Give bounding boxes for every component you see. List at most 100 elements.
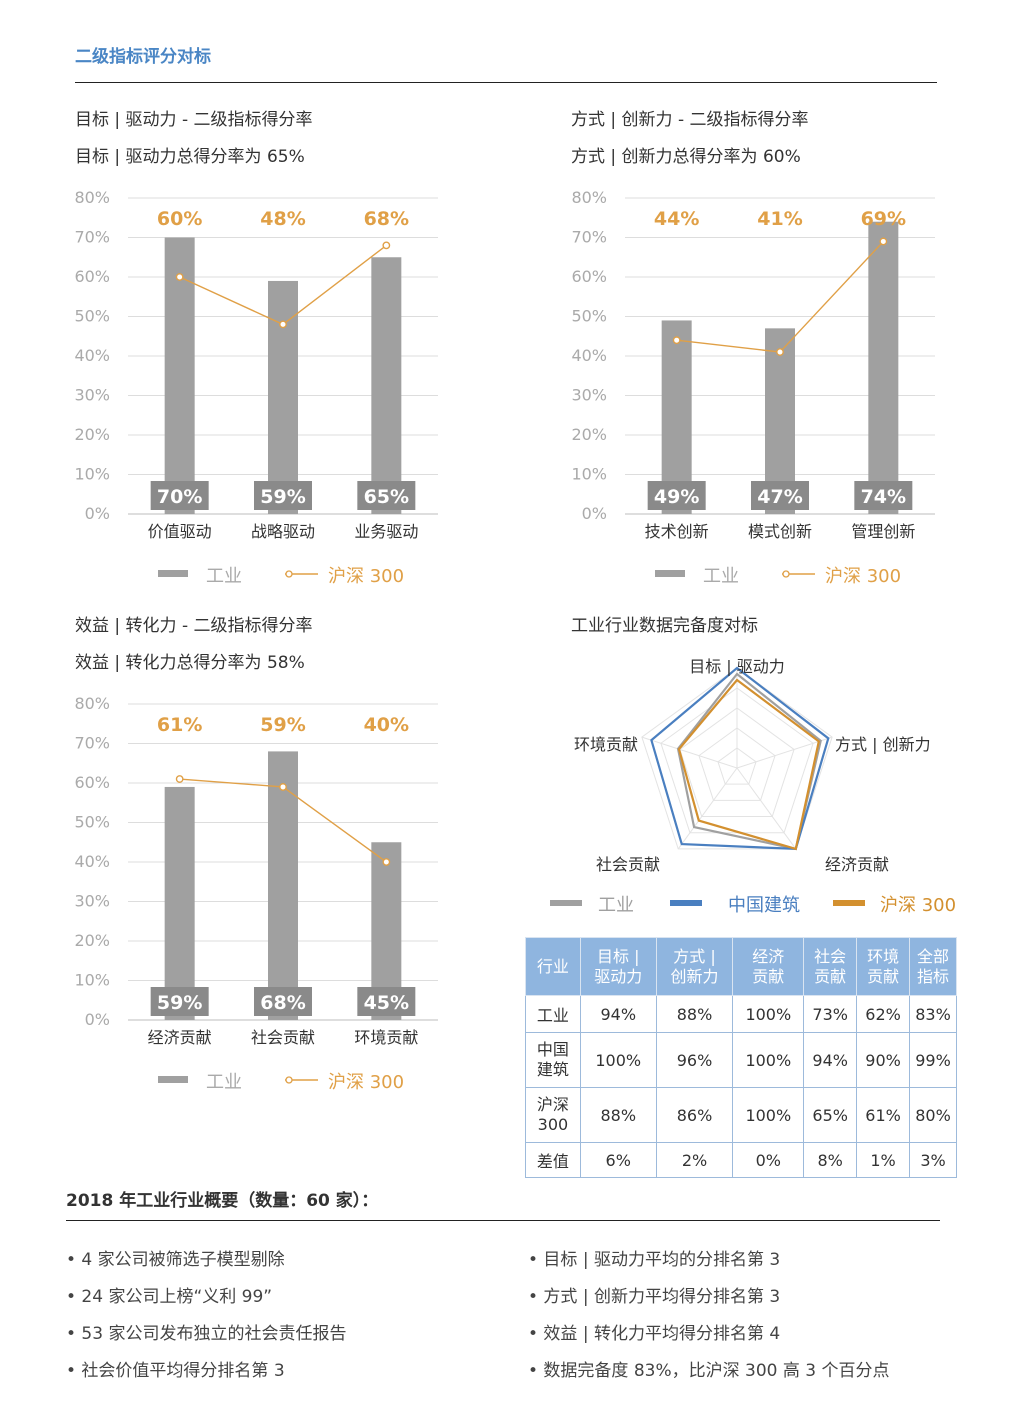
list-item: • 53 家公司发布独立的社会责任报告 xyxy=(66,1324,347,1344)
x-tick-label: 管理创新 xyxy=(851,522,915,541)
list-item: • 目标 | 驱动力平均的分排名第 3 xyxy=(528,1250,781,1270)
table-cell: 3% xyxy=(909,1142,957,1178)
y-tick-label: 70% xyxy=(571,228,607,247)
line-data-label: 40% xyxy=(364,714,409,736)
line-point xyxy=(879,237,888,246)
summary-divider xyxy=(66,1220,940,1221)
y-tick-label: 40% xyxy=(74,346,110,365)
legend-marker-hs300 xyxy=(285,570,293,578)
table-row: 沪深 300 88% 86% 100% 65% 61% 80% xyxy=(525,1087,957,1143)
chart3-title: 效益 | 转化力 - 二级指标得分率 xyxy=(75,616,313,636)
y-tick-label: 80% xyxy=(74,188,110,207)
chart2-title: 方式 | 创新力 - 二级指标得分率 xyxy=(571,110,809,130)
y-tick-label: 20% xyxy=(571,425,607,444)
bar-data-label: 65% xyxy=(364,486,409,508)
table-cell: 8% xyxy=(803,1142,858,1178)
y-tick-label: 50% xyxy=(571,307,607,326)
bar-data-label: 47% xyxy=(757,486,802,508)
line-point xyxy=(776,348,784,356)
y-tick-label: 10% xyxy=(74,465,110,484)
line-point xyxy=(382,858,391,866)
table-cell: 1% xyxy=(856,1142,911,1178)
row-label: 中国 建筑 xyxy=(525,1032,581,1088)
bar-data-label: 59% xyxy=(157,992,202,1014)
table-header-driving-force: 目标 | 驱动力 xyxy=(579,937,657,996)
y-tick-label: 50% xyxy=(74,813,110,832)
table-cell: 80% xyxy=(909,1087,957,1143)
y-tick-label: 80% xyxy=(74,694,110,713)
radar-series-hs300 xyxy=(677,678,821,851)
row-label: 沪深 300 xyxy=(525,1087,581,1143)
legend-swatch-industry xyxy=(655,570,685,577)
bar-label-box xyxy=(647,481,706,510)
legend-marker-hs300 xyxy=(782,570,790,578)
bar xyxy=(268,751,298,1020)
line-point xyxy=(672,336,681,345)
list-item: • 数据完备度 83%，比沪深 300 高 3 个百分点 xyxy=(528,1361,890,1381)
radar-axis-label: 目标 | 驱动力 xyxy=(689,657,785,676)
table-cell: 94% xyxy=(579,995,657,1033)
line-data-label: 69% xyxy=(861,208,906,230)
bar-data-label: 49% xyxy=(654,486,699,508)
table-header-innovation: 方式 | 创新力 xyxy=(655,937,734,996)
bar-label-box xyxy=(254,481,312,510)
bar-label-box xyxy=(150,987,209,1016)
radar-spoke xyxy=(641,736,738,769)
legend-label-cscec: 中国建筑 xyxy=(728,895,800,916)
x-tick-label: 环境贡献 xyxy=(354,1028,418,1047)
legend-swatch-hs300 xyxy=(833,900,865,906)
list-item: • 效益 | 转化力平均得分排名第 4 xyxy=(528,1324,781,1344)
radar-series-cscec xyxy=(650,666,830,851)
table-cell: 99% xyxy=(909,1032,957,1088)
line-data-label: 60% xyxy=(157,208,202,230)
legend-swatch-industry xyxy=(158,570,188,577)
bar-label-box xyxy=(751,481,809,510)
y-tick-label: 30% xyxy=(74,892,110,911)
table-cell: 62% xyxy=(856,995,911,1033)
table-cell: 88% xyxy=(579,1087,657,1143)
table-header-environment: 环境 贡献 xyxy=(856,937,911,996)
table-cell: 2% xyxy=(655,1142,734,1178)
chart2-innovation: 0% 10% 20% 30% 40% 50% 60% 70% 80% 49% 技术创新 44% 47% 模… xyxy=(571,188,935,587)
table-cell: 88% xyxy=(655,995,734,1033)
bar-label-box xyxy=(357,481,416,510)
table-cell: 100% xyxy=(579,1032,657,1088)
bar-label-box xyxy=(254,987,312,1016)
section-title: 二级指标评分对标 xyxy=(75,47,211,67)
y-tick-label: 0% xyxy=(85,504,110,523)
table-cell: 86% xyxy=(655,1087,734,1143)
radar-grid-ring xyxy=(698,727,776,801)
table-header-industry: 行业 xyxy=(525,937,581,996)
y-tick-label: 40% xyxy=(571,346,607,365)
table-header-social: 社会 贡献 xyxy=(803,937,858,996)
list-item: • 方式 | 创新力平均得分排名第 3 xyxy=(528,1287,781,1307)
section-divider xyxy=(75,82,937,83)
radar-axis-label: 社会贡献 xyxy=(596,855,660,874)
bar xyxy=(164,237,195,514)
radar-spoke xyxy=(677,767,738,850)
bar-label-box xyxy=(854,481,913,510)
radar-series-industry xyxy=(676,672,822,851)
legend-label-hs300: 沪深 300 xyxy=(328,1072,404,1093)
table-row: 中国 建筑 100% 96% 100% 94% 90% 99% xyxy=(525,1032,957,1088)
line-point xyxy=(175,273,184,281)
radar-spoke xyxy=(736,767,797,850)
legend-label-industry: 工业 xyxy=(206,566,242,587)
completeness-table: 行业 目标 | 驱动力 方式 | 创新力 经济 贡献 社会 贡献 环境 贡献 全部 指标 工… xyxy=(525,937,957,1178)
radar-spoke xyxy=(736,736,833,769)
legend-label-industry: 工业 xyxy=(703,566,739,587)
bar xyxy=(371,257,402,514)
table-cell: 96% xyxy=(655,1032,734,1088)
y-tick-label: 20% xyxy=(74,931,110,950)
y-tick-label: 70% xyxy=(74,734,110,753)
x-tick-label: 模式创新 xyxy=(748,522,812,541)
chart3-subtitle: 效益 | 转化力总得分率为 58% xyxy=(75,653,305,673)
line-point xyxy=(279,320,287,329)
line-data-label: 68% xyxy=(364,208,409,230)
bar xyxy=(164,786,195,1020)
legend-marker-hs300 xyxy=(285,1076,293,1084)
table-cell: 100% xyxy=(732,1087,805,1143)
legend-swatch-industry xyxy=(158,1076,188,1083)
y-tick-label: 70% xyxy=(74,228,110,247)
chart1-subtitle: 目标 | 驱动力总得分率为 65% xyxy=(75,147,305,167)
